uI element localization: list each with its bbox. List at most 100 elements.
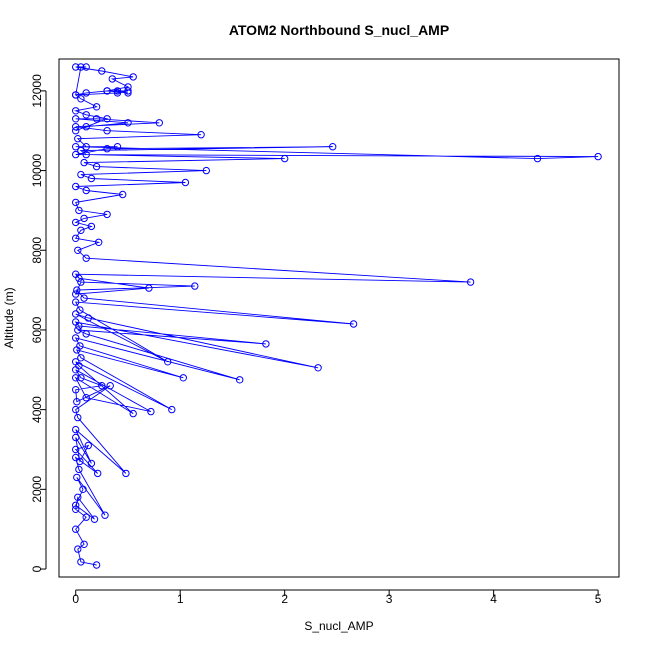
data-point [74, 326, 82, 334]
data-point [179, 374, 188, 382]
data-point [72, 405, 80, 414]
data-point [594, 152, 602, 161]
chart-title: ATOM2 Northbound S_nucl_AMP [229, 22, 449, 38]
data-point [349, 320, 358, 328]
data-point [106, 382, 114, 390]
data-point [113, 89, 122, 97]
data-point [124, 89, 132, 97]
data-point [168, 405, 176, 414]
data-point [103, 145, 111, 153]
data-point [82, 254, 90, 262]
data-point [74, 545, 82, 553]
data-point [202, 166, 211, 175]
data-point [72, 115, 80, 123]
series-line [74, 66, 599, 566]
data-point [87, 459, 96, 468]
data-point [72, 501, 80, 509]
data-point [74, 493, 82, 501]
data-point [75, 206, 83, 215]
data-point [82, 111, 90, 119]
data-point [103, 115, 111, 123]
data-point [92, 115, 101, 123]
data-point [72, 386, 80, 394]
data-point [80, 540, 88, 548]
data-point [72, 433, 80, 442]
data-point [75, 465, 83, 474]
data-point [72, 310, 80, 318]
data-point [119, 190, 127, 199]
data-point [72, 298, 80, 306]
y-axis: 0 2000 4000 6000 8000 10000 12000 [30, 74, 47, 572]
data-point [113, 143, 122, 151]
data-point [98, 67, 106, 75]
data-point [72, 91, 80, 99]
data-point [76, 306, 84, 314]
x-tick-label: 2 [281, 592, 288, 606]
data-point [466, 278, 475, 286]
data-point [82, 143, 90, 151]
data-point [72, 445, 80, 454]
data-point [72, 453, 80, 462]
data-point [82, 63, 90, 71]
x-tick-label: 4 [490, 592, 497, 606]
data-point [77, 374, 85, 382]
data-point [329, 143, 337, 151]
data-point [72, 358, 80, 366]
data-point [72, 143, 80, 151]
data-point [155, 119, 164, 127]
plot-area [72, 63, 602, 569]
data-point [77, 226, 85, 235]
y-tick-label: 10000 [30, 154, 44, 188]
data-point [72, 290, 80, 298]
y-tick-label: 8000 [30, 237, 44, 264]
data-point [72, 198, 80, 207]
data-point [77, 558, 85, 566]
x-tick-label: 5 [595, 592, 602, 606]
data-point [82, 186, 90, 195]
data-point [77, 278, 85, 286]
data-point [533, 154, 542, 163]
data-point [72, 425, 80, 434]
plot-frame [58, 58, 620, 578]
data-point [74, 135, 82, 143]
data-point [236, 376, 244, 384]
x-tick-label: 1 [177, 592, 184, 606]
data-point [82, 150, 90, 159]
data-point [82, 513, 90, 521]
data-point [73, 398, 81, 406]
data-point [82, 394, 90, 402]
data-point [72, 107, 80, 115]
data-point [113, 87, 122, 95]
data-point [73, 473, 81, 482]
x-tick-label: 0 [72, 592, 79, 606]
data-point [103, 87, 111, 95]
data-point [73, 286, 81, 294]
data-point [82, 123, 90, 131]
data-point [74, 413, 82, 422]
data-point [72, 63, 80, 71]
data-point [80, 294, 88, 302]
data-point [76, 342, 84, 350]
data-point [94, 469, 102, 478]
data-point [77, 95, 85, 103]
data-point [82, 330, 90, 338]
data-point [72, 505, 80, 513]
data-point [72, 374, 80, 382]
data-point [129, 409, 137, 418]
data-point [281, 154, 289, 163]
data-point [77, 170, 85, 179]
data-point [92, 162, 101, 171]
data-point [72, 270, 80, 278]
data-point [80, 158, 88, 167]
data-point [108, 75, 117, 83]
data-point [92, 103, 101, 111]
data-point [92, 561, 101, 569]
data-point [147, 407, 155, 416]
data-point [95, 238, 103, 247]
data-point [314, 364, 322, 372]
data-point [87, 174, 96, 183]
data-point [124, 119, 132, 127]
data-point [72, 182, 80, 191]
data-point [84, 314, 93, 322]
